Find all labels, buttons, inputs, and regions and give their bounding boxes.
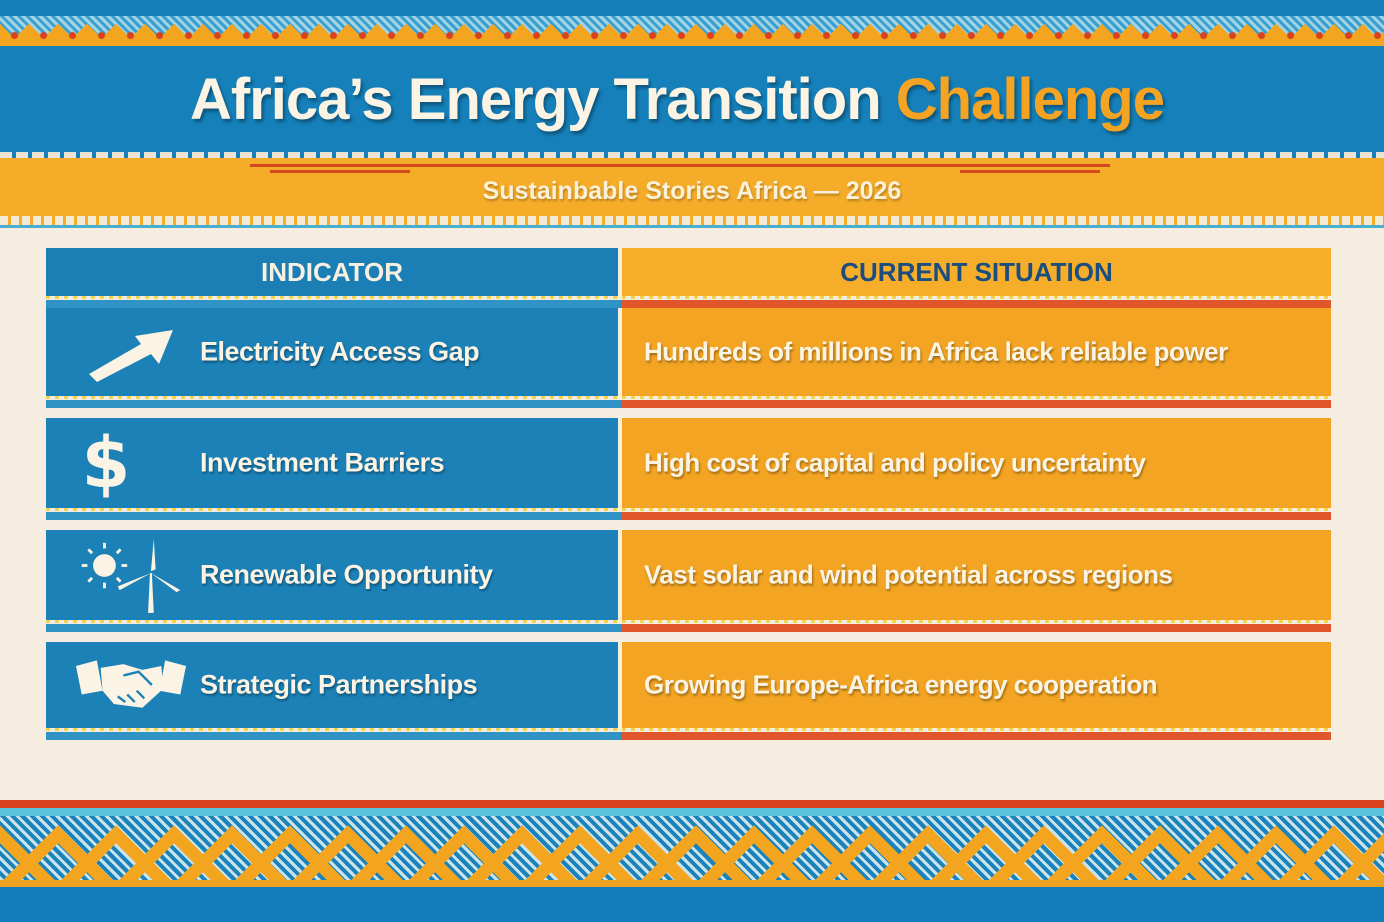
title-main: Africa’s Energy Transition	[190, 66, 882, 132]
bottom-orange-stripe	[0, 880, 1384, 887]
situation-text: Growing Europe-Africa energy cooperation	[644, 669, 1158, 700]
indicator-cell: Electricity Access Gap	[46, 308, 618, 396]
table-row: $ Investment Barriers High cost of capit…	[46, 418, 1331, 508]
dollar-icon: $	[81, 422, 131, 504]
handshake-icon	[76, 650, 186, 720]
indicator-label: Strategic Partnerships	[200, 669, 478, 700]
subtitle-banner: Sustainbable Stories Africa — 2026	[0, 158, 1384, 216]
indicator-label: Investment Barriers	[200, 447, 445, 478]
subtitle-pattern-strip	[0, 216, 1384, 228]
situation-cell: High cost of capital and policy uncertai…	[622, 418, 1331, 508]
top-border	[0, 0, 1384, 16]
situation-text: Vast solar and wind potential across reg…	[644, 559, 1173, 590]
subtitle: Sustainbable Stories Africa — 2026	[482, 176, 902, 205]
indicator-cell: Strategic Partnerships	[46, 642, 618, 728]
title-banner: Africa’s Energy Transition Challenge	[0, 46, 1384, 152]
row-separator	[46, 620, 1331, 640]
dashed-divider	[0, 152, 1384, 158]
indicator-cell: $ Investment Barriers	[46, 418, 618, 508]
arrow-up-right-icon	[76, 317, 186, 387]
top-pattern-border	[0, 16, 1384, 46]
decorative-line	[250, 164, 1110, 167]
bottom-red-stripe	[0, 800, 1384, 808]
indicator-label: Renewable Opportunity	[200, 559, 493, 590]
indicator-cell: Renewable Opportunity	[46, 530, 618, 620]
indicator-label: Electricity Access Gap	[200, 336, 480, 367]
situation-cell: Growing Europe-Africa energy cooperation	[622, 642, 1331, 728]
row-separator	[46, 396, 1331, 416]
row-separator	[46, 296, 1331, 308]
situation-text: Hundreds of millions in Africa lack reli…	[644, 336, 1228, 367]
column-header-current-situation: CURRENT SITUATION	[622, 248, 1331, 296]
page-title: Africa’s Energy Transition Challenge	[190, 66, 1165, 133]
situation-text: High cost of capital and policy uncertai…	[644, 447, 1146, 478]
situation-cell: Hundreds of millions in Africa lack reli…	[622, 308, 1331, 396]
table-row: Renewable Opportunity Vast solar and win…	[46, 530, 1331, 620]
row-separator	[46, 728, 1331, 740]
decorative-line	[270, 170, 410, 173]
bottom-border	[0, 887, 1384, 922]
table-header: INDICATOR CURRENT SITUATION	[46, 248, 1331, 296]
sun-wind-turbine-icon	[76, 538, 186, 613]
table-row: Strategic Partnerships Growing Europe-Af…	[46, 642, 1331, 728]
decorative-line	[960, 170, 1100, 173]
column-header-indicator: INDICATOR	[46, 248, 618, 296]
bottom-light-stripe	[0, 808, 1384, 816]
row-separator	[46, 508, 1331, 528]
table-row: Electricity Access Gap Hundreds of milli…	[46, 308, 1331, 396]
bottom-pattern-border	[0, 816, 1384, 880]
situation-cell: Vast solar and wind potential across reg…	[622, 530, 1331, 620]
title-accent: Challenge	[895, 66, 1165, 132]
